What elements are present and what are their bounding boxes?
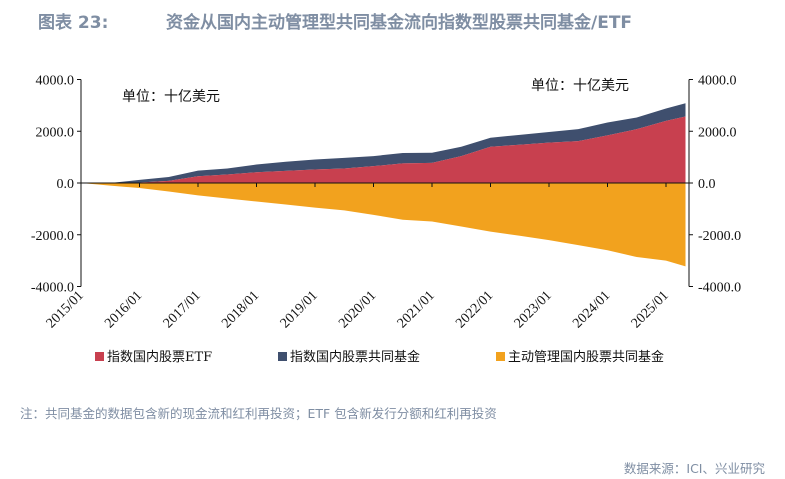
left-y-tick-label: 0.0 (57, 177, 75, 192)
source-text: 数据来源：ICI、兴业研究 (623, 461, 765, 476)
series-area-active-mutual-fund (81, 183, 686, 267)
figure-number: 图表 23: (38, 13, 109, 33)
x-tick-label: 2018/01 (219, 288, 262, 331)
right-y-tick-label: -4000.0 (698, 281, 741, 296)
legend-label: 指数国内股票共同基金 (290, 349, 420, 365)
right-y-tick-label: 4000.0 (698, 74, 737, 89)
x-tick-label: 2020/01 (336, 288, 379, 331)
x-tick-label: 2024/01 (570, 288, 613, 331)
legend-swatch (278, 352, 287, 361)
unit-label-left: 单位：十亿美元 (122, 89, 220, 105)
x-tick-label: 2019/01 (278, 288, 321, 331)
footnote: 注：共同基金的数据包含新的现金流和红利再投资；ETF 包含新发行分额和红利再投资 (20, 406, 497, 421)
x-tick-label: 2025/01 (629, 288, 672, 331)
legend-label: 指数国内股票ETF (107, 349, 212, 365)
x-tick-label: 2016/01 (102, 288, 145, 331)
left-y-tick-label: 4000.0 (36, 74, 75, 89)
x-tick-label: 2017/01 (161, 288, 204, 331)
unit-label-right: 单位：十亿美元 (531, 78, 629, 94)
legend-label: 主动管理国内股票共同基金 (508, 349, 664, 365)
x-tick-label: 2022/01 (453, 288, 496, 331)
legend-swatch (496, 352, 505, 361)
right-y-tick-label: -2000.0 (698, 229, 741, 244)
x-tick-label: 2021/01 (395, 288, 438, 331)
left-y-tick-label: -4000.0 (31, 281, 74, 296)
x-tick-label: 2023/01 (512, 288, 555, 331)
left-y-tick-label: -2000.0 (31, 229, 74, 244)
figure-title-text: 资金从国内主动管理型共同基金流向指数型股票共同基金/ETF (166, 13, 633, 33)
left-y-tick-label: 2000.0 (36, 125, 75, 140)
figure-title: 图表 23: 资金从国内主动管理型共同基金流向指数型股票共同基金/ETF (38, 8, 632, 33)
area-chart: 4000.0 4000.0 2000.0 2000.0 0.0 0.0 -2000.0 -20… (31, 74, 741, 366)
right-y-tick-label: 0.0 (698, 177, 716, 192)
series-area-index-etf (81, 116, 686, 183)
right-y-tick-label: 2000.0 (698, 125, 737, 140)
legend-swatch (95, 352, 104, 361)
